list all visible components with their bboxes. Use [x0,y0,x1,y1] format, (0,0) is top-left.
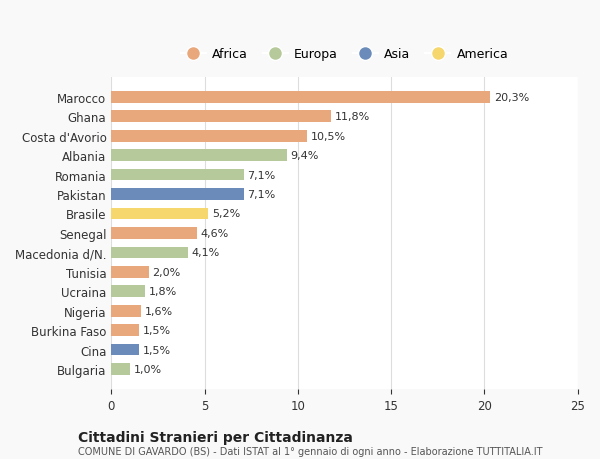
Bar [112,169,244,181]
Text: 4,1%: 4,1% [191,248,220,258]
Bar [112,325,139,336]
Bar [112,305,141,317]
Bar [112,286,145,297]
Text: 10,5%: 10,5% [311,131,346,141]
Text: 1,0%: 1,0% [134,364,162,374]
Text: 7,1%: 7,1% [247,170,276,180]
Bar [112,208,208,220]
Text: 1,5%: 1,5% [143,325,171,336]
Bar [112,247,188,259]
Text: 1,5%: 1,5% [143,345,171,355]
Bar [112,266,149,278]
Bar [112,364,130,375]
Text: 11,8%: 11,8% [335,112,370,122]
Text: 7,1%: 7,1% [247,190,276,200]
Text: 1,8%: 1,8% [149,287,177,297]
Text: 2,0%: 2,0% [152,267,181,277]
Legend: Africa, Europa, Asia, America: Africa, Europa, Asia, America [176,43,514,66]
Text: 1,6%: 1,6% [145,306,173,316]
Text: 5,2%: 5,2% [212,209,241,219]
Bar [112,92,490,103]
Bar [112,150,287,162]
Bar [112,111,331,123]
Text: COMUNE DI GAVARDO (BS) - Dati ISTAT al 1° gennaio di ogni anno - Elaborazione TU: COMUNE DI GAVARDO (BS) - Dati ISTAT al 1… [78,447,542,456]
Bar [112,189,244,201]
Text: Cittadini Stranieri per Cittadinanza: Cittadini Stranieri per Cittadinanza [78,430,353,444]
Text: 4,6%: 4,6% [201,229,229,238]
Text: 9,4%: 9,4% [290,151,319,161]
Bar [112,344,139,356]
Bar [112,131,307,142]
Text: 20,3%: 20,3% [494,93,529,103]
Bar [112,228,197,239]
